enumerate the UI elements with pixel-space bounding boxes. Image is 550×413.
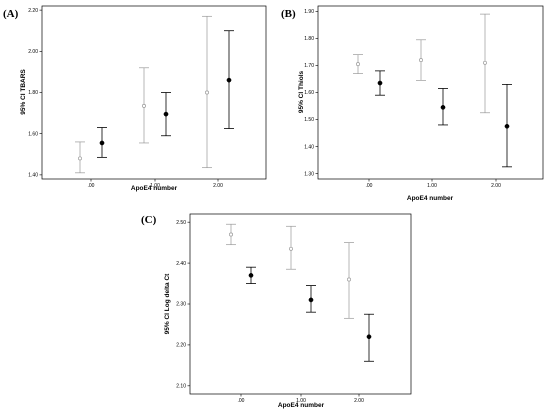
panel-b-plot-frame (317, 5, 544, 180)
panel-c-label: (C) (141, 214, 157, 226)
panel-c: (C) ApoE4 number 95% CI Log delta Ct 2.1… (141, 213, 412, 409)
y-tick-label: 1.80 (304, 36, 314, 42)
panel-a-x-axis-label: ApoE4 number (131, 185, 178, 192)
mean-point (205, 90, 209, 95)
x-tick-label: .00 (88, 183, 95, 189)
y-tick-label: 2.10 (176, 384, 186, 390)
x-tick-label: 2.00 (491, 183, 501, 189)
y-tick-label: 1.40 (28, 173, 38, 179)
mean-point (142, 103, 146, 108)
panel-a-plot-frame (41, 5, 267, 180)
y-tick-label: 2.20 (176, 343, 186, 349)
panel-a: (A) ApoE4 number 95% CI TBARS 1.401.601.… (3, 5, 267, 192)
mean-point (377, 80, 383, 86)
panel-a-marks: 1.40 1.60 1.80 2.00 2.20 .00 1.00 2.00 (28, 8, 234, 189)
x-tick-label: .00 (366, 183, 373, 189)
panel-c-x-axis-label: ApoE4 number (278, 402, 325, 409)
panel-c-y-axis-label: 95% CI Log delta Ct (164, 273, 171, 335)
mean-point (248, 273, 254, 278)
panel-b-x-axis-label: ApoE4 number (407, 195, 454, 202)
mean-point (366, 334, 372, 340)
x-tick-label: 2.00 (213, 183, 223, 189)
panel-b-marks: 1.30 1.40 1.50 1.60 1.70 1.80 1.90 .00 1.00 2.00 (304, 9, 512, 189)
panel-b-y-axis-label: 95% CI Thiols (298, 70, 305, 113)
panel-b-label: (B) (281, 8, 296, 20)
y-tick-label: 2.40 (176, 261, 186, 267)
mean-point (289, 246, 293, 251)
x-tick-label: .00 (238, 398, 245, 404)
panel-c-plot-frame (189, 213, 412, 395)
mean-point (78, 156, 82, 161)
y-tick-label: 1.70 (304, 63, 314, 69)
y-tick-label: 1.50 (304, 117, 314, 123)
y-tick-label: 1.60 (304, 90, 314, 96)
mean-point (347, 277, 351, 282)
x-tick-label: 1.00 (296, 398, 306, 404)
mean-point (483, 60, 487, 65)
mean-point (163, 111, 169, 117)
y-tick-label: 1.80 (28, 90, 38, 96)
y-tick-label: 2.50 (176, 220, 186, 226)
panel-c-marks: 2.10 2.20 2.30 2.40 2.50 .00 1.00 2.00 (176, 220, 374, 404)
x-tick-label: 1.00 (427, 183, 437, 189)
mean-point (229, 232, 233, 237)
x-tick-label: 1.00 (150, 183, 160, 189)
mean-point (419, 58, 423, 63)
panel-b: (B) ApoE4 number 95% CI Thiols 1.301.401… (281, 5, 544, 202)
y-tick-label: 2.30 (176, 302, 186, 308)
panel-a-label: (A) (3, 8, 19, 20)
mean-point (308, 297, 314, 303)
y-tick-label: 2.00 (28, 49, 38, 55)
y-tick-label: 1.30 (304, 171, 314, 177)
mean-point (356, 62, 360, 67)
mean-point (99, 140, 105, 146)
mean-point (440, 105, 446, 110)
y-tick-label: 2.20 (28, 8, 38, 14)
mean-point (504, 123, 510, 129)
mean-point (226, 77, 232, 83)
y-tick-label: 1.40 (304, 144, 314, 150)
y-tick-label: 1.90 (304, 9, 314, 15)
x-tick-label: 2.00 (354, 398, 364, 404)
y-tick-label: 1.60 (28, 131, 38, 137)
panel-a-y-axis-label: 95% CI TBARS (20, 69, 27, 115)
